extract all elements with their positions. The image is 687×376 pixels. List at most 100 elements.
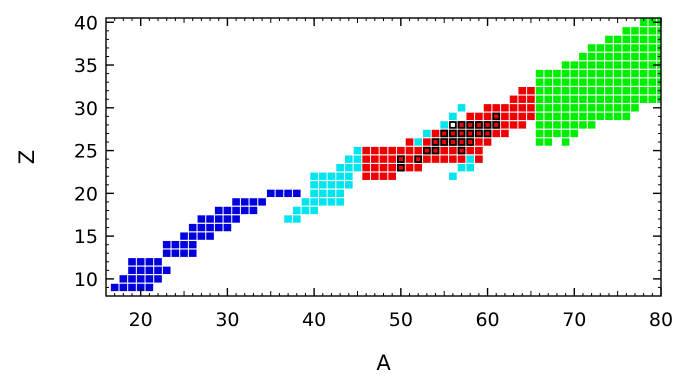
nucleus-marker <box>561 121 570 129</box>
nucleus-marker <box>570 104 579 112</box>
nucleus-marker <box>483 104 492 112</box>
nucleus-marker <box>475 155 483 163</box>
nucleus-marker <box>535 129 544 138</box>
nucleus-marker <box>344 155 353 163</box>
nucleus-marker <box>353 155 362 163</box>
nucleus-marker <box>136 275 145 283</box>
nucleus-marker <box>414 138 423 146</box>
nucleus-marker <box>631 78 639 86</box>
nucleus-marker <box>188 240 197 249</box>
nucleus-marker <box>180 249 188 257</box>
nucleus-marker <box>431 129 440 138</box>
nucleus-marker <box>301 206 310 215</box>
nucleus-marker <box>301 198 310 206</box>
nucleus-marker <box>579 69 587 78</box>
nucleus-marker <box>631 95 639 103</box>
nucleus-marker <box>570 95 579 103</box>
nucleus-marker <box>431 146 440 155</box>
highlighted-nucleus-marker <box>431 146 440 155</box>
nucleus-marker <box>596 61 605 69</box>
nucleus-marker <box>353 146 362 155</box>
nucleus-marker <box>466 121 475 129</box>
highlighted-nucleus-marker <box>483 121 492 129</box>
nucleus-marker <box>622 112 631 121</box>
nucleus-marker <box>622 104 631 112</box>
nucleus-marker <box>292 215 301 223</box>
nucleus-marker <box>535 112 544 121</box>
nucleus-marker <box>423 146 431 155</box>
x-tick-label: 30 <box>215 309 239 331</box>
nucleus-marker <box>240 198 249 206</box>
nucleus-marker <box>336 181 344 189</box>
nucleus-marker <box>605 87 613 95</box>
nucleus-marker <box>613 95 622 103</box>
nucleus-marker <box>631 52 639 61</box>
nucleus-marker <box>258 198 266 206</box>
nucleus-marker <box>631 44 639 52</box>
nucleus-marker <box>535 69 544 78</box>
nucleus-marker <box>457 104 466 112</box>
x-tick-label: 50 <box>389 309 413 331</box>
nucleus-marker <box>440 129 449 138</box>
nucleus-marker <box>579 112 587 121</box>
nucleus-marker <box>570 78 579 86</box>
nucleus-marker <box>336 172 344 180</box>
highlighted-nucleus-marker <box>414 155 423 163</box>
nucleus-marker <box>119 283 128 292</box>
nucleus-marker <box>266 189 275 198</box>
highlighted-nucleus-marker <box>440 129 449 138</box>
nucleus-marker <box>318 189 327 198</box>
nucleus-marker <box>336 198 344 206</box>
nucleus-marker <box>622 44 631 52</box>
nucleus-marker <box>405 146 414 155</box>
nucleus-marker <box>249 198 258 206</box>
nucleus-marker <box>553 95 561 103</box>
highlighted-nucleus-marker <box>492 121 501 129</box>
nucleus-marker <box>344 172 353 180</box>
nucleus-marker <box>483 112 492 121</box>
nucleus-marker <box>605 44 613 52</box>
nucleus-marker <box>154 258 162 266</box>
nucleus-marker <box>405 138 414 146</box>
nucleus-marker <box>466 146 475 155</box>
nucleus-marker <box>613 44 622 52</box>
highlighted-nucleus-marker <box>483 129 492 138</box>
nucleus-marker <box>457 164 466 172</box>
nucleus-marker <box>596 104 605 112</box>
highlighted-nucleus-marker <box>431 138 440 146</box>
nucleus-marker <box>449 129 457 138</box>
nucleus-marker <box>449 138 457 146</box>
nucleus-marker <box>344 181 353 189</box>
nucleus-marker <box>631 35 639 44</box>
markers-layer <box>110 18 661 292</box>
nucleus-marker <box>379 164 388 172</box>
highlighted-nucleus-marker <box>474 121 483 129</box>
nucleus-marker <box>449 172 457 180</box>
y-tick-label: 15 <box>74 226 98 248</box>
nucleus-marker <box>162 266 171 275</box>
nucleus-marker <box>440 121 449 129</box>
nucleus-marker <box>171 240 180 249</box>
nucleus-marker <box>527 87 535 95</box>
nucleus-marker <box>587 104 596 112</box>
nucleus-marker <box>639 35 648 44</box>
nucleus-marker <box>579 104 587 112</box>
nucleus-marker <box>631 104 639 112</box>
nucleus-marker <box>197 232 206 240</box>
nucleus-marker <box>466 155 475 163</box>
y-axis-label: Z <box>15 150 39 164</box>
nucleus-marker <box>579 61 587 69</box>
nucleus-marker <box>631 27 639 35</box>
nucleus-marker <box>622 69 631 78</box>
nucleus-marker <box>561 61 570 69</box>
highlighted-nucleus-marker <box>466 138 475 146</box>
nucleus-marker <box>648 27 657 35</box>
nucleus-marker <box>249 206 258 215</box>
nucleus-marker <box>639 69 648 78</box>
nucleus-marker <box>587 121 596 129</box>
nucleus-marker <box>466 164 475 172</box>
nucleus-marker <box>431 138 440 146</box>
nucleus-marker <box>145 275 154 283</box>
nucleus-marker <box>162 240 171 249</box>
